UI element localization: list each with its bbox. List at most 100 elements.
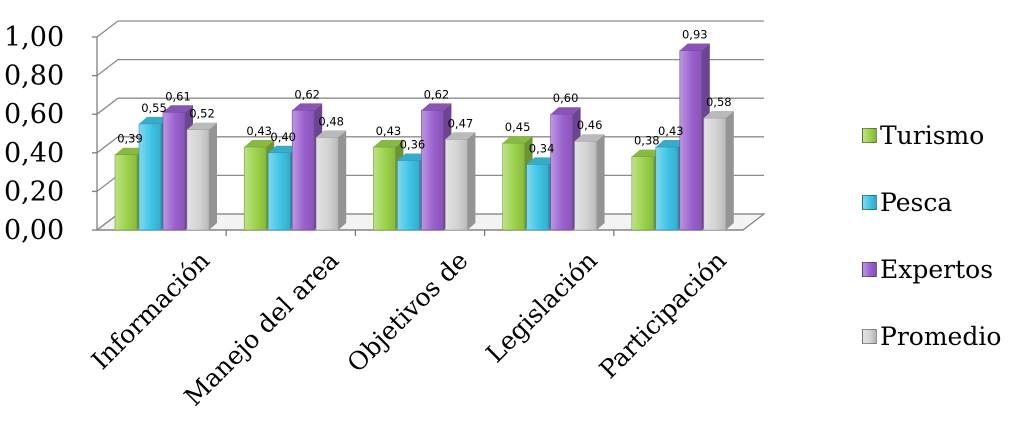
legend-item-expertos: Expertos xyxy=(862,236,1018,303)
y-tick-label: 0,60 xyxy=(4,99,64,130)
gridline-side xyxy=(96,20,119,38)
bar-side xyxy=(596,134,605,230)
bar-front xyxy=(631,156,655,231)
data-label-turismo-objetivos-de: 0,43 xyxy=(376,124,402,138)
data-label-promedio-manejo-del-area: 0,48 xyxy=(318,114,344,128)
legend-item-promedio: Promedio xyxy=(862,303,1018,370)
bar-front xyxy=(291,110,315,231)
bar-front xyxy=(679,50,703,231)
gridline-side xyxy=(96,136,119,154)
bar-front xyxy=(526,164,549,231)
bar-front xyxy=(114,154,138,231)
data-label-pesca-manejo-del-area: 0,40 xyxy=(270,130,296,144)
y-tick-label: 0,40 xyxy=(4,138,64,169)
bar-side xyxy=(725,111,734,230)
bar-top xyxy=(574,134,605,142)
bar-top xyxy=(550,107,581,115)
y-tick-label: 0,20 xyxy=(4,176,64,207)
bar-front xyxy=(138,123,162,231)
data-label-promedio-legislacion: 0,46 xyxy=(577,118,603,132)
bar-front xyxy=(373,146,396,231)
bar-top xyxy=(421,103,452,111)
legend-swatch-pesca xyxy=(862,195,877,210)
bar-front xyxy=(315,137,339,231)
legend: Turismo Pesca Expertos Promedio xyxy=(862,102,1018,370)
bar-top xyxy=(268,145,299,153)
bar-top xyxy=(292,103,323,111)
x-tick-label-legislacion: Legislación xyxy=(480,246,603,369)
legend-item-turismo: Turismo xyxy=(862,102,1018,169)
bar-top xyxy=(445,132,476,140)
gridline-side xyxy=(96,97,119,115)
x-tick-label-objetivos-de: Objetivos de xyxy=(342,246,474,378)
x-tick-label-participacion: Participación xyxy=(594,246,732,384)
legend-label-expertos: Expertos xyxy=(880,255,994,284)
legend-swatch-expertos xyxy=(862,262,877,277)
data-labels: 0,390,550,610,520,430,400,620,480,430,36… xyxy=(117,28,731,156)
y-tick-label: 0,00 xyxy=(4,215,64,246)
data-label-pesca-informacion: 0,55 xyxy=(141,101,167,115)
data-label-turismo-participacion: 0,38 xyxy=(634,134,660,148)
bar-top xyxy=(703,111,734,119)
bar-promedio-objetivos-de xyxy=(445,132,476,231)
bar-top xyxy=(397,153,428,161)
legend-swatch-turismo xyxy=(862,128,877,143)
bar-promedio-informacion xyxy=(186,122,217,231)
y-tick-label: 1,00 xyxy=(4,22,64,53)
bar-top xyxy=(115,147,145,155)
legend-label-turismo: Turismo xyxy=(880,121,985,150)
data-label-expertos-objetivos-de: 0,62 xyxy=(424,87,450,101)
bar-side xyxy=(209,122,217,230)
bar-side xyxy=(467,132,476,230)
bar-promedio-legislacion xyxy=(574,134,605,231)
bar-top xyxy=(163,105,193,113)
data-label-turismo-manejo-del-area: 0,43 xyxy=(246,124,272,138)
legend-label-pesca: Pesca xyxy=(880,188,953,217)
bar-top xyxy=(244,140,275,148)
bar-promedio-participacion xyxy=(703,111,734,231)
bar-front xyxy=(162,111,186,231)
bar-promedio-manejo-del-area xyxy=(315,130,347,231)
bar-front xyxy=(445,138,468,231)
bar-top xyxy=(502,136,533,144)
bar-front xyxy=(243,146,267,231)
data-label-expertos-participacion: 0,93 xyxy=(682,28,708,42)
data-label-promedio-informacion: 0,52 xyxy=(189,107,215,121)
bar-side xyxy=(338,130,347,230)
bar-front xyxy=(655,146,679,231)
data-label-turismo-informacion: 0,39 xyxy=(117,132,143,146)
bar-front xyxy=(703,117,727,231)
gridline-side xyxy=(96,213,119,231)
bar-top xyxy=(631,149,662,157)
data-label-pesca-legislacion: 0,34 xyxy=(529,141,555,155)
legend-item-pesca: Pesca xyxy=(862,169,1018,236)
y-tick-label: 0,80 xyxy=(4,61,64,92)
bar-front xyxy=(421,110,444,231)
bar-top xyxy=(139,116,169,124)
data-label-expertos-informacion: 0,61 xyxy=(165,89,191,103)
bar-front xyxy=(550,113,573,231)
bar-top xyxy=(655,140,686,148)
data-label-expertos-legislacion: 0,60 xyxy=(553,91,579,105)
x-tick-label-informacion: Información xyxy=(86,246,215,375)
bar-top xyxy=(187,122,217,130)
data-label-promedio-objetivos-de: 0,47 xyxy=(448,116,474,130)
bar-front xyxy=(574,140,597,231)
bar-top xyxy=(316,130,347,138)
data-label-expertos-manejo-del-area: 0,62 xyxy=(294,87,320,101)
gridline-side xyxy=(96,59,119,77)
data-label-promedio-participacion: 0,58 xyxy=(706,95,732,109)
data-label-pesca-objetivos-de: 0,36 xyxy=(400,138,426,152)
bar-top xyxy=(373,140,404,148)
gridline-side xyxy=(96,174,119,192)
data-label-pesca-participacion: 0,43 xyxy=(658,124,684,138)
bar-front xyxy=(502,142,525,231)
bar-front xyxy=(186,129,210,231)
bar-front xyxy=(397,160,420,231)
legend-label-promedio: Promedio xyxy=(880,322,1002,351)
data-label-turismo-legislacion: 0,45 xyxy=(505,120,531,134)
bar-top xyxy=(679,43,710,51)
bar-top xyxy=(526,157,557,165)
legend-swatch-promedio xyxy=(862,329,877,344)
